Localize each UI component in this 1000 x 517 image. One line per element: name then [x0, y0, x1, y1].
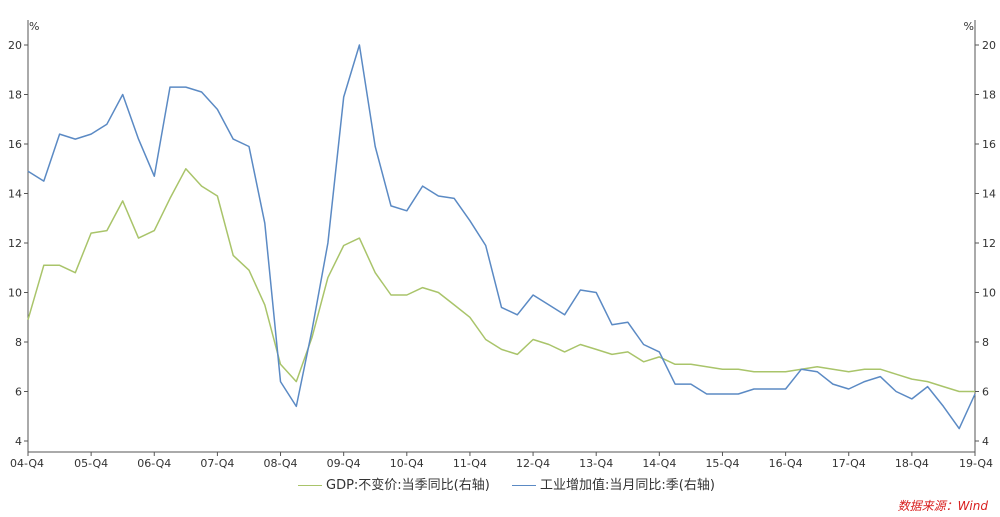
series-line-industry	[27, 44, 976, 430]
x-tick-label: 10-Q4	[390, 457, 424, 470]
x-tick-label: 05-Q4	[74, 457, 108, 470]
x-tick-label: 07-Q4	[200, 457, 234, 470]
x-tick-label: 19-Q4	[959, 457, 993, 470]
series-layer	[27, 44, 976, 430]
x-tick-label: 13-Q4	[579, 457, 613, 470]
x-tick-label: 15-Q4	[705, 457, 739, 470]
legend-item-industry: 工业增加值:当月同比:季(右轴)	[512, 474, 715, 493]
x-tick-label: 18-Q4	[895, 457, 929, 470]
right-y-tick-label: 4	[982, 435, 989, 448]
left-y-tick-label: 10	[8, 287, 22, 300]
left-axis-unit: %	[29, 20, 39, 33]
chart-axes: % % 4 6 8 10 12 14 16 18 20 4 6 8 10 12 14 16 18 20 04-Q4 05-…	[8, 20, 996, 470]
left-y-tick-label: 12	[8, 237, 22, 250]
legend: GDP:不变价:当季同比(右轴) 工业增加值:当月同比:季(右轴)	[0, 474, 1000, 494]
right-y-tick-label: 10	[982, 287, 996, 300]
x-tick-label: 14-Q4	[642, 457, 676, 470]
x-tick-label: 17-Q4	[832, 457, 866, 470]
legend-swatch-gdp	[298, 485, 322, 486]
x-tick-label: 04-Q4	[10, 457, 44, 470]
source-note: 数据来源：Wind	[897, 499, 988, 513]
left-y-tick-label: 16	[8, 138, 22, 151]
right-y-tick-label: 12	[982, 237, 996, 250]
left-y-tick-label: 8	[15, 336, 22, 349]
x-tick-label: 06-Q4	[137, 457, 171, 470]
series-line-gdp	[27, 168, 975, 393]
right-y-tick-label: 16	[982, 138, 996, 151]
left-y-tick-label: 6	[15, 386, 22, 399]
right-y-tick-label: 14	[982, 188, 996, 201]
right-axis-unit: %	[964, 20, 974, 33]
right-y-tick-label: 18	[982, 89, 996, 102]
x-tick-label: 12-Q4	[516, 457, 550, 470]
x-tick-label: 16-Q4	[769, 457, 803, 470]
left-y-tick-label: 14	[8, 188, 22, 201]
x-tick-label: 11-Q4	[453, 457, 487, 470]
left-y-tick-label: 20	[8, 39, 22, 52]
x-tick-label: 09-Q4	[327, 457, 361, 470]
legend-item-gdp: GDP:不变价:当季同比(右轴)	[298, 474, 490, 493]
right-y-tick-label: 6	[982, 386, 989, 399]
legend-label-industry: 工业增加值:当月同比:季(右轴)	[540, 478, 715, 493]
right-y-tick-label: 20	[982, 39, 996, 52]
right-y-tick-label: 8	[982, 336, 989, 349]
legend-swatch-industry	[512, 485, 536, 486]
left-y-tick-label: 18	[8, 89, 22, 102]
x-tick-label: 08-Q4	[264, 457, 298, 470]
left-y-tick-label: 4	[15, 435, 22, 448]
legend-label-gdp: GDP:不变价:当季同比(右轴)	[326, 478, 490, 493]
